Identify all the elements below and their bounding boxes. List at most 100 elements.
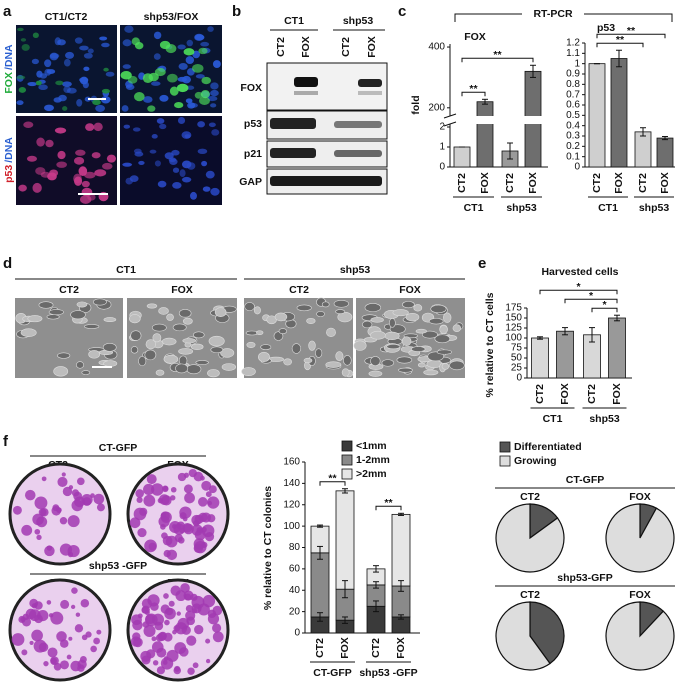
nucleus: [210, 103, 217, 108]
cell: [411, 346, 426, 352]
colony: [151, 641, 164, 653]
chart-title: FOX: [464, 31, 486, 43]
nucleus: [73, 156, 85, 165]
cell: [27, 315, 43, 323]
significance-bracket: [591, 307, 618, 313]
cell: [84, 324, 100, 329]
y-tick-label: 0.8: [566, 79, 580, 90]
lane-label: FOX: [171, 284, 193, 296]
colony: [68, 636, 73, 641]
nucleus: [84, 96, 91, 102]
nucleus: [102, 162, 113, 170]
nucleus: [154, 68, 166, 77]
y-tick-label: 0.4: [566, 120, 580, 131]
cell: [246, 341, 256, 349]
nucleus: [131, 37, 140, 46]
group-label: shp53: [589, 413, 620, 425]
x-tick-label: FOX: [659, 172, 671, 194]
colony: [59, 660, 69, 670]
nucleus: [36, 137, 45, 147]
panel-letter: e: [478, 255, 486, 272]
cell: [449, 360, 465, 371]
cell: [172, 323, 187, 332]
y-tick-label: 50: [511, 353, 523, 364]
group-label: shp53: [506, 202, 537, 214]
nucleus: [185, 56, 195, 64]
cell: [20, 328, 37, 337]
y-tick-label: 100: [505, 333, 522, 344]
nucleus: [83, 52, 93, 59]
group-label: CT1: [598, 202, 618, 214]
nucleus: [73, 173, 82, 184]
nucleus: [26, 155, 37, 162]
cell: [443, 312, 452, 323]
colony: [161, 485, 169, 493]
nucleus: [153, 53, 161, 60]
nucleus: [57, 150, 66, 160]
lane-label: FOX: [300, 36, 312, 58]
band: [358, 79, 382, 87]
nucleus: [18, 184, 27, 192]
y-tick-label: 0.3: [566, 131, 580, 142]
nucleus: [81, 187, 93, 197]
y-tick-label: 25: [511, 363, 523, 374]
group-label: CT1: [116, 264, 136, 276]
break-mark: [443, 121, 457, 127]
nucleus: [149, 149, 157, 154]
cell: [76, 361, 84, 369]
cell: [335, 309, 346, 314]
nucleus: [129, 175, 139, 183]
y-tick-label: 60: [289, 564, 301, 575]
cell: [370, 356, 381, 366]
cell: [370, 317, 384, 323]
colony: [197, 603, 210, 616]
bar: [476, 101, 494, 168]
x-tick-label: CT2: [504, 173, 516, 193]
colony: [37, 609, 49, 622]
pie-slice: [495, 503, 565, 573]
bar: [453, 146, 471, 168]
cell: [152, 333, 162, 343]
cell: [386, 344, 401, 350]
lane-label: CT2: [340, 37, 352, 57]
colony: [21, 649, 28, 656]
colony: [193, 471, 204, 482]
cell: [256, 330, 264, 335]
nucleus: [91, 152, 101, 159]
colony: [196, 527, 203, 534]
nucleus: [16, 75, 26, 80]
colony: [179, 506, 192, 519]
nucleus: [172, 167, 180, 173]
nucleus: [194, 34, 205, 41]
colony: [143, 483, 155, 496]
colony: [208, 485, 217, 494]
colony: [174, 665, 181, 672]
colony: [185, 604, 193, 613]
nucleus: [101, 88, 110, 94]
colony: [71, 587, 78, 594]
nucleus: [174, 102, 184, 109]
x-tick-label: CT2: [534, 384, 546, 404]
nucleus: [44, 68, 52, 76]
colony: [204, 532, 215, 542]
nucleus: [27, 81, 37, 87]
colony: [152, 660, 159, 666]
cell: [158, 307, 169, 315]
colony: [59, 516, 68, 525]
band: [270, 118, 316, 129]
cell: [130, 330, 142, 341]
lane-label: CT2: [275, 37, 287, 57]
cell: [436, 349, 452, 355]
cell: [46, 314, 60, 320]
cell: [92, 298, 107, 306]
error-bar: [614, 314, 620, 322]
panel-letter: a: [3, 3, 12, 20]
group-label: CT-GFP: [313, 667, 352, 679]
stain: p53: [3, 165, 15, 183]
nucleus: [185, 98, 193, 104]
cell: [88, 350, 101, 359]
nucleus: [35, 80, 42, 86]
cell: [241, 367, 256, 376]
nucleus: [127, 75, 138, 84]
cell: [335, 351, 344, 362]
